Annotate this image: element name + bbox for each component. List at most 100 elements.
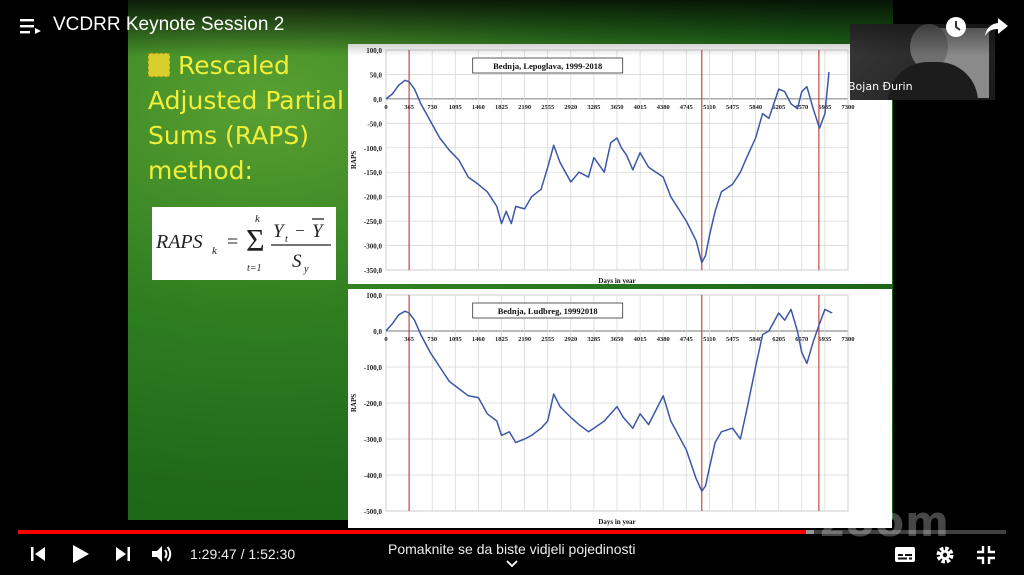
y-axis-label: RAPS [350,394,358,412]
raps-formula: RAPS k = k Σ t=1 Y t − Y S y [152,207,336,280]
slide-title-line4: method: [148,156,253,185]
chart-lepoglava-svg: 100,050,00,0-50,0-100,0-150,0-200,0-250,… [350,47,855,284]
chart-title-box [472,57,624,74]
y-tick-label: 0,0 [373,96,382,104]
watch-later-icon[interactable] [944,15,968,44]
x-tick-label: 2555 [541,104,555,111]
speaker-name: Bojan Đurin [848,80,913,93]
y-tick-label: 100,0 [366,292,382,300]
y-tick-label: -50,0 [367,120,382,128]
formula-lhs: RAPS [155,231,203,253]
progress-bar[interactable] [18,530,1006,534]
x-tick-label: 3650 [611,336,624,343]
scroll-for-details-hint[interactable]: Pomaknite se da biste vidjeli pojedinost… [388,541,635,568]
x-tick-label: 6570 [795,336,808,343]
chart-ludbreg-svg: 100,0 0,0 -100,0 -200,0 -300,0 -400,0 -500,0 0 3… [350,292,855,526]
scroll-hint-text: Pomaknite se da biste vidjeli pojedinost… [388,541,636,557]
formula-den-s: S [292,251,302,272]
x-tick-label: 1460 [472,336,485,343]
chart-title: Bednja, Ludbreg, 19992018 [498,306,598,316]
chart-2-group: 100,0 0,0 -100,0 -200,0 -300,0 -400,0 -500,0 0 3… [350,292,855,526]
y-tick-label: -200,0 [364,400,383,408]
x-tick-label: 2920 [564,104,577,111]
y-tick-label: 0,0 [373,328,382,336]
chevron-down-icon [388,558,635,568]
time-current: 1:29:47 [190,546,237,562]
formula-equals: = [227,231,238,253]
y-tick-label: -100,0 [364,364,383,372]
raps-series-line [385,71,830,264]
raps-chart-ludbreg: 100,0 0,0 -100,0 -200,0 -300,0 -400,0 -500,0 0 3… [348,289,892,528]
chart-title: Bednja, Lepoglava, 1999-2018 [493,61,602,71]
x-tick-label: 4015 [634,104,648,111]
x-tick-label: 3650 [611,104,624,111]
x-tick-label: 5110 [703,104,716,111]
formula-sum-bottom: t=1 [247,263,262,274]
x-tick-label: 0 [384,336,387,343]
next-icon[interactable] [114,546,132,567]
x-tick-label: 5840 [749,104,762,111]
x-tick-label: 4745 [680,336,694,343]
volume-icon[interactable] [151,544,175,569]
x-tick-label: 4380 [657,104,670,111]
formula-minus: − [295,221,305,240]
progress-played [18,530,807,534]
x-axis-label: Days in year [598,518,635,526]
x-tick-label: 3285 [587,336,601,343]
play-icon[interactable] [72,544,90,569]
subtitles-icon[interactable] [894,546,916,568]
slide-title-line3: Sums (RAPS) [148,121,309,150]
x-tick-label: 4745 [680,104,694,111]
exit-fullscreen-icon[interactable] [976,545,996,570]
formula-lhs-sub: k [212,245,218,257]
y-tick-label: -100,0 [364,145,383,153]
x-tick-label: 730 [427,336,437,343]
x-tick-label: 4380 [657,336,670,343]
y-tick-label: -300,0 [364,243,383,251]
x-axis-label: Days in year [598,277,635,284]
y-tick-label: 50,0 [370,71,383,79]
share-icon[interactable] [984,15,1010,44]
x-tick-label: 2920 [564,336,577,343]
raps-series-line [385,308,833,492]
x-tick-label: 730 [427,104,437,111]
slide-title: Rescaled Adjusted Partial Sums (RAPS) me… [148,48,348,188]
video-title[interactable]: VCDRR Keynote Session 2 [53,14,285,35]
playlist-menu-icon[interactable] [20,17,42,40]
letterbox-left [0,0,128,575]
y-tick-label: -200,0 [364,194,383,202]
formula-den-sub: y [303,264,309,275]
x-tick-label: 1095 [449,336,463,343]
y-axis-label: RAPS [350,151,358,169]
x-tick-label: 2190 [518,336,531,343]
x-tick-label: 1460 [472,104,485,111]
x-tick-label: 0 [384,104,387,111]
x-tick-label: 1825 [495,104,509,111]
zoom-watermark: zoom [820,497,950,546]
x-tick-label: 6205 [772,104,786,111]
previous-icon[interactable] [30,546,48,567]
y-tick-label: -350,0 [364,267,383,275]
x-tick-label: 5475 [726,104,740,111]
formula-num-ybar: Y [312,221,325,242]
chart-1-group: 100,050,00,0-50,0-100,0-150,0-200,0-250,… [350,47,855,284]
x-tick-label: 7300 [842,336,855,343]
presentation-slide: Rescaled Adjusted Partial Sums (RAPS) me… [128,0,893,528]
summation-icon: Σ [246,222,265,258]
slide-title-line2: Adjusted Partial [148,86,344,115]
x-tick-label: 5840 [749,336,762,343]
x-tick-label: 4015 [634,336,648,343]
chart-title-box [472,302,624,319]
y-tick-label: -250,0 [364,218,383,226]
x-tick-label: 5475 [726,336,740,343]
playback-time: 1:29:47 / 1:52:30 [190,546,295,562]
y-tick-label: -300,0 [364,436,383,444]
x-tick-label: 6570 [795,104,808,111]
time-total: 1:52:30 [248,546,296,562]
x-tick-label: 3285 [587,104,601,111]
x-tick-label: 2190 [518,104,531,111]
settings-gear-icon[interactable] [935,545,955,570]
time-separator: / [236,546,249,562]
x-tick-label: 6205 [772,336,786,343]
